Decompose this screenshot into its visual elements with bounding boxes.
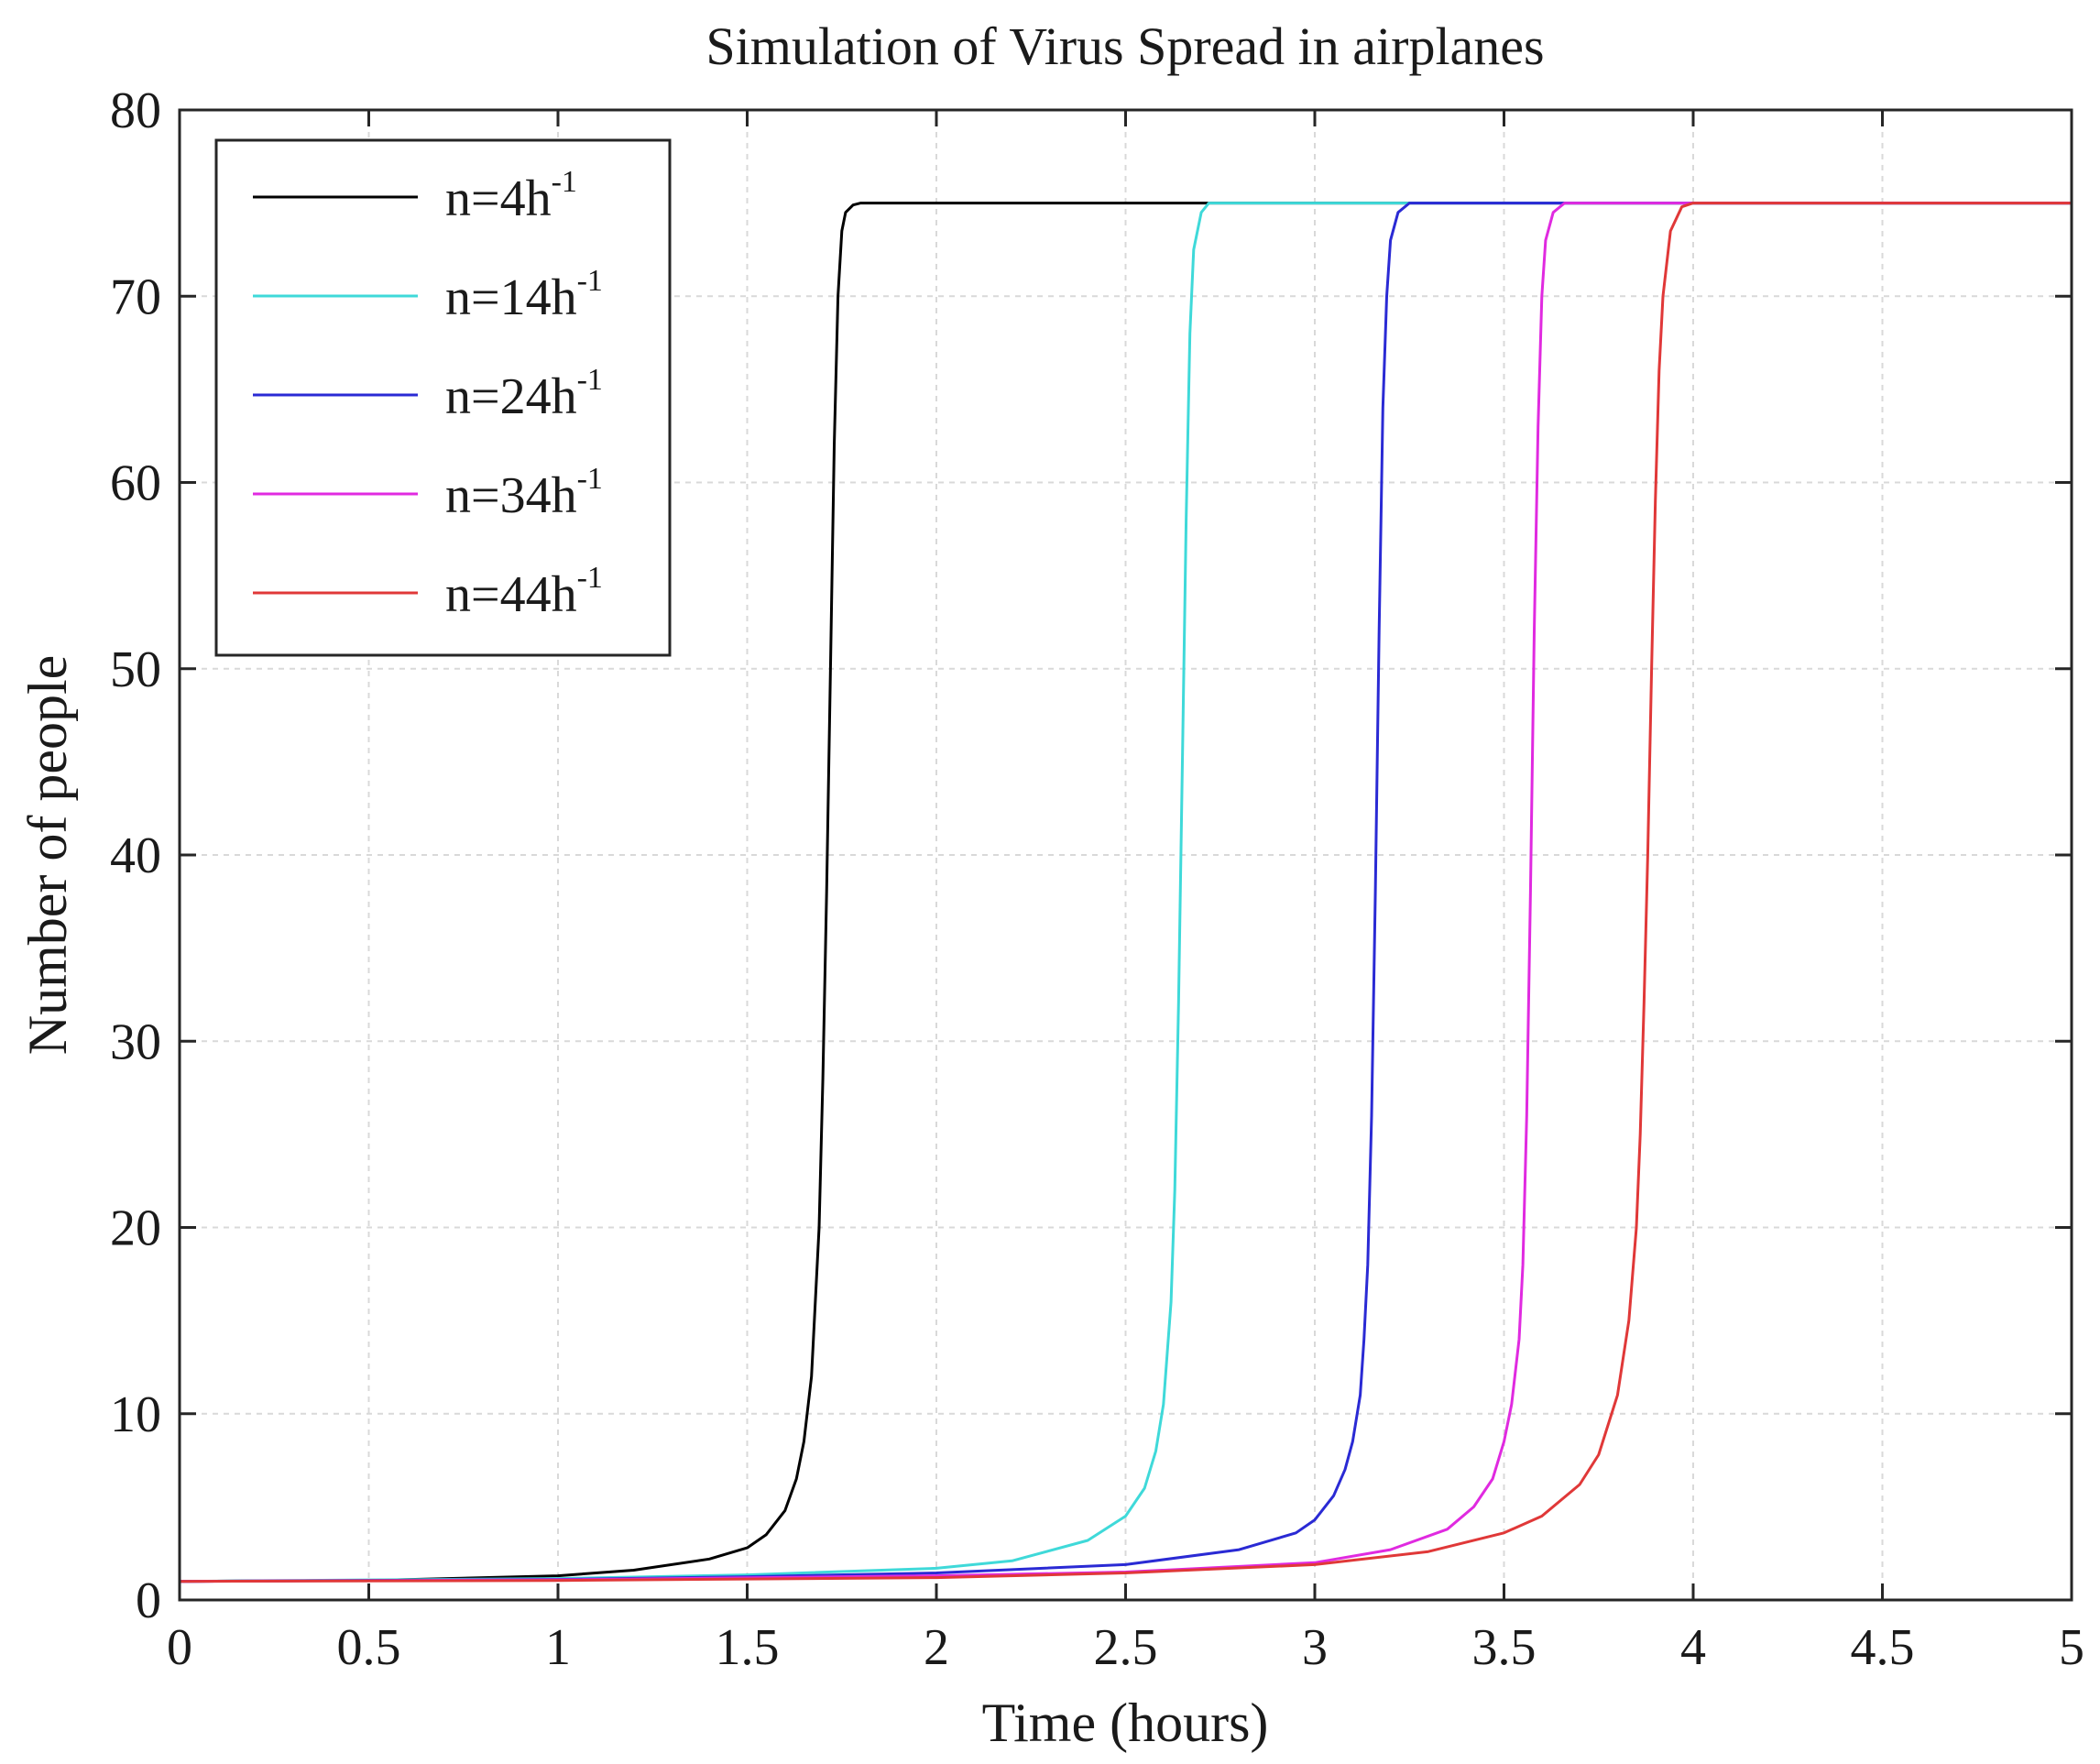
y-tick-label: 60	[110, 455, 161, 512]
x-tick-label: 1.5	[716, 1619, 780, 1676]
series-group	[179, 202, 2072, 1583]
y-tick-label: 80	[110, 82, 161, 139]
y-tick-label: 20	[110, 1200, 161, 1257]
legend-label-n-14h-1: n=14h-1	[445, 264, 603, 326]
legend-label-n-34h-1: n=34h-1	[445, 462, 603, 524]
series-line-n-24h-1	[179, 202, 2072, 1583]
legend-label-n-24h-1: n=24h-1	[445, 363, 603, 425]
x-tick-label: 5	[2059, 1619, 2084, 1676]
y-tick-label: 40	[110, 827, 161, 884]
x-tick-label: 4	[1680, 1619, 1706, 1676]
legend-label-n-44h-1: n=44h-1	[445, 561, 603, 623]
ticks	[178, 108, 2073, 1602]
y-tick-label: 10	[110, 1386, 161, 1443]
x-tick-label: 3	[1302, 1619, 1328, 1676]
y-tick-label: 30	[110, 1013, 161, 1070]
y-tick-label: 70	[110, 268, 161, 325]
x-tick-label: 1	[545, 1619, 571, 1676]
legend: n=4h-1 n=14h-1 n=24h-1 n=34h-1 n=44h-1	[214, 138, 672, 657]
x-tick-label: 0	[167, 1619, 192, 1676]
series-line-n-44h-1	[179, 202, 2072, 1583]
x-tick-label: 2	[924, 1619, 949, 1676]
legend-label-n-4h-1: n=4h-1	[445, 165, 577, 227]
x-axis-label: Time (hours)	[982, 1693, 1269, 1753]
x-tick-label: 4.5	[1851, 1619, 1915, 1676]
x-tick-label: 2.5	[1094, 1619, 1158, 1676]
series-line-n-4h-1	[179, 202, 2072, 1583]
y-tick-label: 0	[136, 1572, 161, 1629]
chart-title: Simulation of Virus Spread in airplanes	[705, 16, 1544, 76]
legend-box	[214, 138, 672, 657]
series-line-n-14h-1	[179, 202, 2072, 1583]
x-tick-label: 0.5	[337, 1619, 401, 1676]
grid	[180, 110, 2072, 1600]
series-line-n-34h-1	[179, 202, 2072, 1583]
y-axis-label: Number of people	[17, 655, 78, 1056]
y-tick-label: 50	[110, 641, 161, 698]
x-tick-label: 3.5	[1472, 1619, 1537, 1676]
